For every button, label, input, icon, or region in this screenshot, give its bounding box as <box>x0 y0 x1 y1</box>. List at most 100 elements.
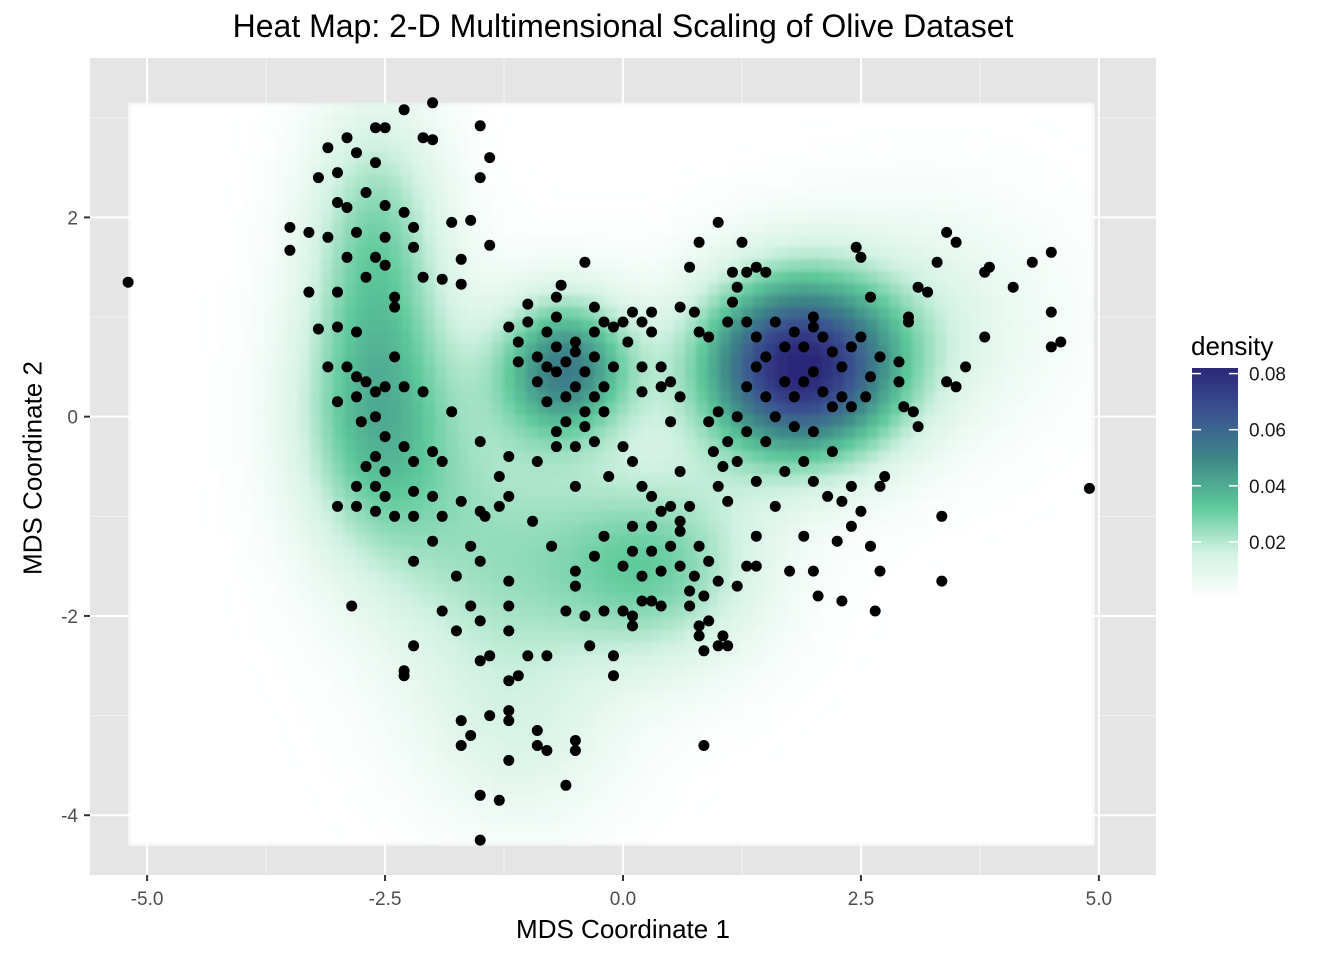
heat-cell <box>480 545 493 559</box>
heat-cell <box>696 569 709 583</box>
heat-cell <box>525 186 538 200</box>
heat-cell <box>480 318 493 331</box>
heat-cell <box>230 509 243 523</box>
heat-cell <box>275 318 288 331</box>
heat-cell <box>230 258 243 272</box>
heat-cell <box>719 330 732 343</box>
heat-cell <box>309 450 322 463</box>
heat-cell <box>150 222 163 236</box>
heat-cell <box>571 210 584 224</box>
heat-cell <box>980 653 993 667</box>
heat-cell <box>525 713 538 726</box>
heat-cell <box>230 438 243 451</box>
heat-cell <box>662 833 675 846</box>
heat-cell <box>696 473 709 487</box>
heat-cell <box>253 186 266 200</box>
heat-cell <box>207 569 220 583</box>
heat-cell <box>559 773 572 786</box>
heat-cell <box>537 605 550 619</box>
heat-cell <box>878 773 891 786</box>
heat-cell <box>719 833 732 846</box>
heat-cell <box>412 438 425 451</box>
heat-cell <box>525 438 538 451</box>
heat-cell <box>162 234 175 248</box>
heat-cell <box>514 677 527 691</box>
heat-cell <box>309 258 322 272</box>
heat-cell <box>1048 354 1061 367</box>
heat-cell <box>684 282 697 295</box>
heat-cell <box>571 521 584 535</box>
heat-cell <box>150 414 163 427</box>
heat-cell <box>628 318 641 331</box>
heat-cell <box>980 749 993 762</box>
heat-cell <box>378 581 391 595</box>
heat-cell <box>821 270 834 284</box>
heat-cell <box>423 629 436 643</box>
heat-cell <box>753 150 766 164</box>
heat-cell <box>787 521 800 535</box>
heat-cell <box>650 749 663 762</box>
heat-cell <box>184 234 197 248</box>
heat-cell <box>912 462 925 475</box>
heat-cell <box>855 497 868 511</box>
heat-cell <box>1060 557 1073 571</box>
heat-cell <box>196 545 209 559</box>
heat-cell <box>935 450 947 463</box>
heat-cell <box>889 485 902 499</box>
heat-cell <box>832 270 845 284</box>
heat-cell <box>832 521 845 535</box>
heat-cell <box>469 258 481 272</box>
heat-cell <box>503 390 516 403</box>
heat-cell <box>548 222 561 236</box>
heat-cell <box>332 605 345 619</box>
heat-cell <box>378 833 391 846</box>
heat-cell <box>139 761 152 774</box>
heat-cell <box>309 485 322 499</box>
heat-cell <box>469 689 481 703</box>
heat-cell <box>628 725 641 738</box>
heat-cell <box>287 761 300 774</box>
heat-cell <box>844 390 857 403</box>
heat-cell <box>650 198 663 212</box>
heat-cell <box>218 450 231 463</box>
heat-cell <box>889 569 902 583</box>
heat-cell <box>1025 653 1038 667</box>
heat-cell <box>196 162 209 176</box>
heat-cell <box>764 234 777 248</box>
heat-cell <box>548 234 561 248</box>
heat-cell <box>434 713 447 726</box>
heat-cell <box>1014 509 1027 523</box>
heat-cell <box>650 186 663 200</box>
heat-cell <box>184 737 197 750</box>
heat-cell <box>991 725 1004 738</box>
heat-cell <box>900 198 913 212</box>
heat-cell <box>673 270 686 284</box>
heat-cell <box>207 629 220 643</box>
heat-cell <box>196 198 209 212</box>
heat-cell <box>480 485 493 499</box>
heat-cell <box>787 342 800 355</box>
heat-cell <box>128 270 141 284</box>
heat-cell <box>1082 617 1095 631</box>
heat-cell <box>650 557 663 571</box>
heat-cell <box>150 438 163 451</box>
heat-cell <box>196 617 209 631</box>
heat-cell <box>548 797 561 810</box>
heat-cell <box>1014 557 1027 571</box>
heat-cell <box>1082 773 1095 786</box>
heat-cell <box>923 473 936 487</box>
heat-cell <box>469 533 481 547</box>
heat-cell <box>480 414 493 427</box>
heat-cell <box>207 605 220 619</box>
heat-cell <box>309 162 322 176</box>
heat-cell <box>1003 450 1016 463</box>
heat-cell <box>230 462 243 475</box>
heat-cell <box>1071 629 1084 643</box>
heat-cell <box>173 605 186 619</box>
heat-cell <box>366 521 379 535</box>
heat-cell <box>684 402 697 415</box>
heat-cell <box>230 186 243 200</box>
heat-cell <box>1037 282 1050 295</box>
heat-cell <box>991 749 1004 762</box>
heat-cell <box>935 282 947 295</box>
